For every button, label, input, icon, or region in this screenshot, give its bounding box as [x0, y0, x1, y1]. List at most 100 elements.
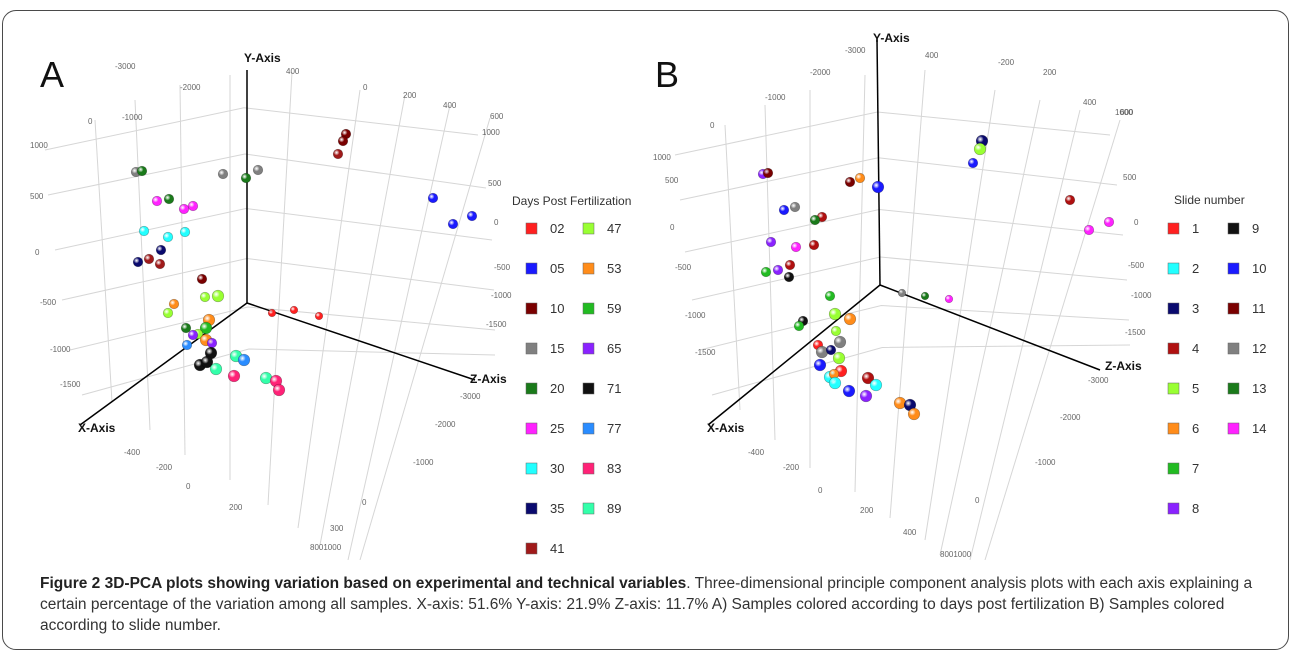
- tick-label: -500: [675, 263, 692, 272]
- x-axis-label: X-Axis: [78, 421, 116, 435]
- tick-label: 1000: [653, 153, 671, 162]
- tick-label: -500: [1128, 261, 1145, 270]
- tick-label: 600: [490, 112, 504, 121]
- caption-title: Figure 2 3D-PCA plots showing variation …: [40, 575, 687, 592]
- tick-label: -200: [156, 463, 173, 472]
- legend-label: 13: [1252, 381, 1266, 396]
- data-point: [828, 376, 842, 390]
- x-axis-line: [79, 302, 248, 426]
- legend-swatch: [525, 262, 538, 275]
- data-point: [178, 203, 190, 215]
- legend-label: 3: [1192, 301, 1199, 316]
- data-point: [859, 389, 873, 403]
- legend-label: 10: [550, 301, 564, 316]
- data-point: [136, 165, 148, 177]
- legend-swatch: [525, 422, 538, 435]
- grid-line: [684, 208, 1124, 253]
- data-point: [332, 148, 344, 160]
- grid-line: [319, 94, 406, 546]
- data-point: [778, 204, 790, 216]
- z-axis-label: Z-Axis: [1105, 359, 1142, 373]
- tick-label: -3000: [115, 62, 136, 71]
- data-point: [187, 200, 199, 212]
- tick-label: -500: [494, 263, 511, 272]
- figure-caption: Figure 2 3D-PCA plots showing variation …: [40, 573, 1265, 636]
- data-point: [427, 192, 439, 204]
- data-point: [824, 290, 836, 302]
- legend-label: 14: [1252, 421, 1266, 436]
- tick-label: -2000: [1060, 413, 1081, 422]
- legend-label: 83: [607, 461, 621, 476]
- grid-line: [924, 89, 996, 541]
- data-point: [842, 384, 856, 398]
- data-point: [337, 135, 349, 147]
- data-point: [289, 305, 299, 315]
- tick-label: 1000: [482, 128, 500, 137]
- legend-swatch: [525, 502, 538, 515]
- grid-line: [44, 107, 479, 151]
- data-point: [762, 167, 774, 179]
- tick-label: 0: [88, 117, 93, 126]
- grid-line: [711, 344, 1131, 396]
- legend-label: 11: [1252, 301, 1266, 316]
- legend-label: 12: [1252, 341, 1266, 356]
- data-point: [187, 329, 199, 341]
- tick-label: -1000: [491, 291, 512, 300]
- legend-title: Slide number: [1174, 193, 1245, 207]
- tick-label: 400: [903, 528, 917, 537]
- tick-label: -3000: [460, 392, 481, 401]
- data-point: [211, 289, 225, 303]
- legend-swatch: [582, 262, 595, 275]
- data-point: [854, 172, 866, 184]
- legend-swatch: [1227, 382, 1240, 395]
- grid-line: [854, 74, 866, 493]
- data-point: [314, 311, 324, 321]
- legend: Days Post Fertilization 02 05 10 15 20 25 30 35 4…: [512, 194, 631, 556]
- legend-label: 02: [550, 221, 564, 236]
- data-point: [227, 369, 241, 383]
- data-point: [833, 335, 847, 349]
- data-point: [815, 345, 829, 359]
- legend-label: 5: [1192, 381, 1199, 396]
- tick-label: 8001000: [940, 550, 972, 559]
- x-axis-label: X-Axis: [707, 421, 745, 435]
- data-point: [209, 362, 223, 376]
- legend-label: 2: [1192, 261, 1199, 276]
- legend-swatch: [582, 422, 595, 435]
- tick-label: 200: [229, 503, 243, 512]
- data-point: [143, 253, 155, 265]
- data-point: [466, 210, 478, 222]
- data-point: [272, 383, 286, 397]
- data-point: [200, 355, 214, 369]
- legend-swatch: [525, 382, 538, 395]
- tick-label: -400: [748, 448, 765, 457]
- tick-label: 400: [1083, 98, 1097, 107]
- data-point: [447, 218, 459, 230]
- data-point: [809, 214, 821, 226]
- data-point: [179, 226, 191, 238]
- grid-line: [674, 111, 1111, 156]
- tick-label: -500: [40, 298, 57, 307]
- tick-label: 1000: [30, 141, 48, 150]
- data-point: [765, 236, 777, 248]
- tick-label: 1000: [1115, 108, 1133, 117]
- tick-label: 0: [362, 498, 367, 507]
- data-point: [893, 396, 907, 410]
- data-point: [784, 259, 796, 271]
- z-axis-label: Z-Axis: [470, 372, 507, 386]
- grid-line: [69, 306, 496, 351]
- legend-label: 15: [550, 341, 564, 356]
- legend-label: 4: [1192, 341, 1199, 356]
- legend-label: 71: [607, 381, 621, 396]
- tick-label: -1000: [765, 93, 786, 102]
- data-point: [973, 142, 987, 156]
- tick-label: 400: [286, 67, 300, 76]
- tick-label: -1500: [486, 320, 507, 329]
- grid-line: [54, 207, 493, 251]
- data-point: [907, 407, 921, 421]
- data-point: [760, 266, 772, 278]
- legend-swatch: [1167, 262, 1180, 275]
- tick-label: 0: [710, 121, 715, 130]
- tick-label: -3000: [845, 46, 866, 55]
